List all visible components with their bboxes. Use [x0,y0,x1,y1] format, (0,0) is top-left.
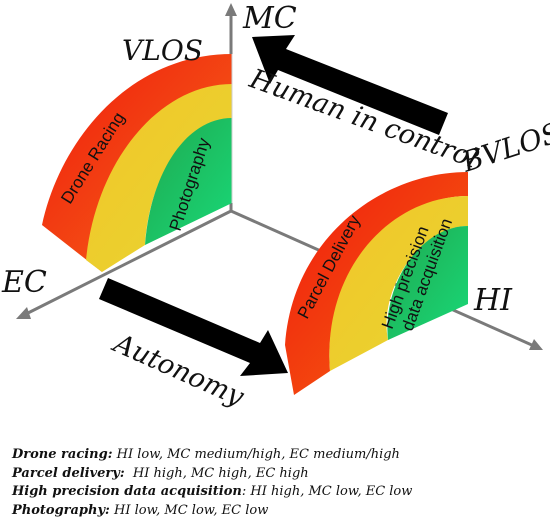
legend-row-parcel-delivery: Parcel delivery: HI high, MC high, EC hi… [12,465,542,484]
legend-row-high-precision: High precision data acquisition: HI high… [12,483,542,502]
bvlos-red-band [285,172,468,395]
legend-text: : HI high, MC low, EC low [241,484,413,499]
legend-text: HI high, MC high, EC high [124,465,309,481]
vlos-green-band [145,118,232,245]
vlos-sector [42,54,233,272]
legend-key: Parcel delivery: [12,465,125,481]
drone-operations-diagram: MC EC HI VLOS BVLOS Human in control Aut… [1,1,550,413]
ec-axis-arrowhead [16,307,31,319]
bvlos-green-band [387,226,468,340]
mc-axis-label: MC [242,1,297,36]
ec-axis-label: EC [1,265,47,300]
hi-axis-label: HI [473,283,513,318]
vlos-label: VLOS [122,34,203,67]
legend-text: HI low, MC medium/high, EC medium/high [112,447,400,462]
ec-axis [23,209,232,317]
legend-key: Drone racing: [12,447,113,462]
arrows [99,35,448,376]
legend-key: Photography: [12,502,110,518]
legend-key: High precision data acquisition [12,484,242,499]
legend: Drone racing: HI low, MC medium/high, EC… [12,446,542,520]
legend-row-drone-racing: Drone racing: HI low, MC medium/high, EC… [12,446,542,465]
autonomy-arrow [99,278,288,376]
mc-axis-arrowhead [225,3,237,16]
bvlos-yellow-band [329,196,468,371]
legend-row-photography: Photography: HI low, MC low, EC low [12,502,542,521]
human-in-control-arrow [252,35,448,135]
bvlos-sector [285,172,468,395]
hi-axis-arrowhead [529,339,543,350]
legend-text: HI low, MC low, EC low [109,502,269,518]
